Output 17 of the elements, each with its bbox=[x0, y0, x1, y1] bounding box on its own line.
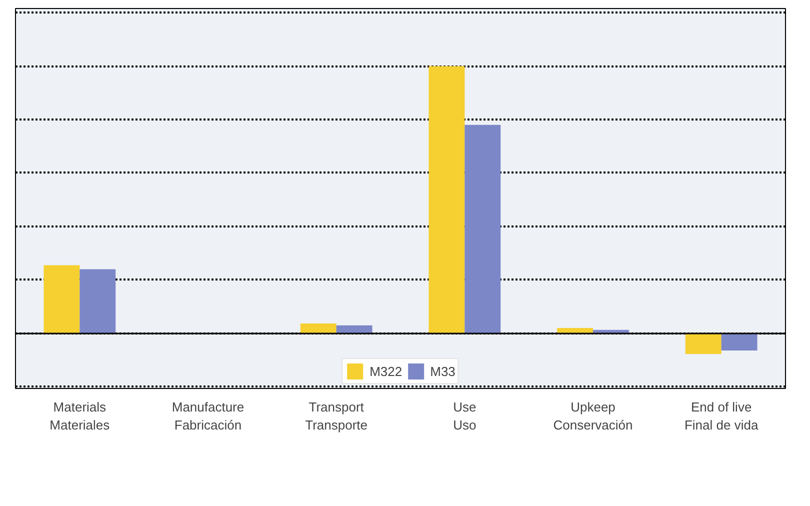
x-tick-label: Materials Materiales bbox=[50, 400, 110, 432]
x-tick-label: End of live Final de vida bbox=[684, 400, 759, 432]
legend-label: M322 bbox=[370, 364, 402, 378]
bar bbox=[557, 328, 593, 334]
bar bbox=[428, 66, 465, 334]
bar bbox=[44, 265, 80, 334]
bar bbox=[464, 124, 501, 334]
bar bbox=[80, 269, 116, 334]
x-tick-label: Upkeep Conservación bbox=[553, 400, 633, 432]
bar bbox=[336, 325, 372, 334]
legend-label: M33 bbox=[430, 364, 456, 378]
x-tick-label: Transport Transporte bbox=[305, 400, 368, 432]
x-tick-label: Use Uso bbox=[453, 400, 476, 432]
x-tick-label: Manufacture Fabricación bbox=[172, 400, 244, 432]
bar bbox=[300, 323, 336, 334]
bar bbox=[721, 333, 758, 350]
bar bbox=[685, 333, 722, 354]
